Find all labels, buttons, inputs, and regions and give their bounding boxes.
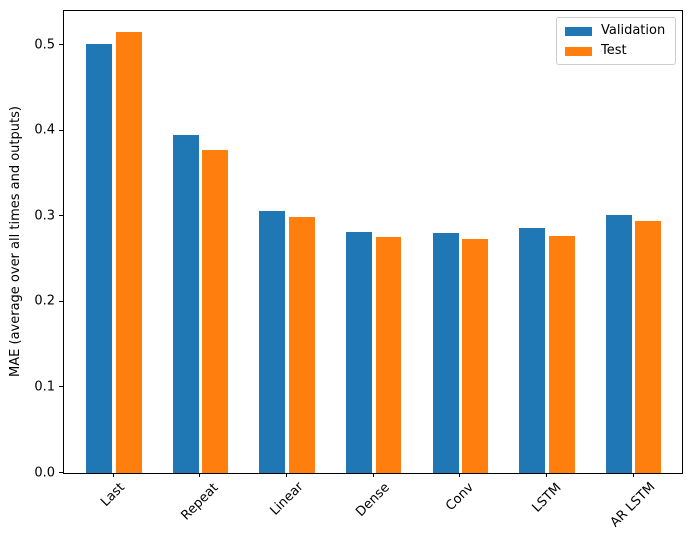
bar-test-lstm [548, 236, 575, 473]
legend-swatch-validation [565, 26, 592, 36]
y-tick [59, 129, 63, 131]
y-tick [59, 44, 63, 46]
x-tick-label-lstm: LSTM [529, 480, 565, 516]
bar-validation-dense [346, 231, 373, 473]
y-tick-label: 0.2 [34, 293, 55, 309]
x-tick-label-dense: Dense [353, 479, 394, 520]
bar-test-linear [288, 217, 315, 473]
y-tick-label: 0.3 [34, 208, 55, 224]
x-tick [632, 473, 634, 477]
y-axis-label-wrap: MAE (average over all times and outputs) [0, 10, 30, 472]
x-tick [199, 473, 201, 477]
bar-test-conv [462, 238, 489, 473]
bar-test-repeat [202, 150, 229, 473]
x-tick-label-conv: Conv [442, 479, 477, 514]
bar-test-last [115, 32, 142, 473]
y-tick [59, 300, 63, 302]
bar-validation-last [86, 44, 113, 473]
legend-item-validation: Validation [565, 24, 667, 38]
y-tick-label: 0.5 [34, 37, 55, 53]
bar-validation-linear [259, 211, 286, 473]
legend-label-test: Test [601, 43, 627, 58]
x-tick [546, 473, 548, 477]
bar-test-ar-lstm [635, 221, 662, 473]
y-axis-label: MAE (average over all times and outputs) [7, 105, 23, 377]
x-tick [286, 473, 288, 477]
y-tick-label: 0.4 [34, 122, 55, 138]
x-tick-label-ar-lstm: AR LSTM [607, 480, 659, 531]
legend-label-validation: Validation [601, 23, 666, 38]
x-tick [112, 473, 114, 477]
bar-validation-ar-lstm [606, 215, 632, 473]
y-tick [59, 386, 63, 388]
legend-swatch-test [565, 46, 592, 56]
bar-validation-conv [432, 233, 459, 473]
x-tick-label-repeat: Repeat [178, 480, 222, 524]
y-tick-label: 0.0 [34, 465, 55, 480]
bar-validation-repeat [172, 135, 199, 473]
bar-validation-lstm [519, 228, 546, 473]
y-tick [59, 472, 63, 473]
x-tick [459, 473, 461, 477]
y-tick [59, 215, 63, 217]
x-tick-label-linear: Linear [267, 479, 307, 520]
x-tick-label-last: Last [98, 479, 129, 510]
legend: Validation Test [556, 17, 676, 65]
plot-area [63, 10, 683, 474]
y-tick-label: 0.1 [34, 379, 55, 395]
bar-test-dense [375, 236, 402, 473]
x-tick [372, 473, 374, 477]
legend-item-test: Test [565, 44, 667, 58]
